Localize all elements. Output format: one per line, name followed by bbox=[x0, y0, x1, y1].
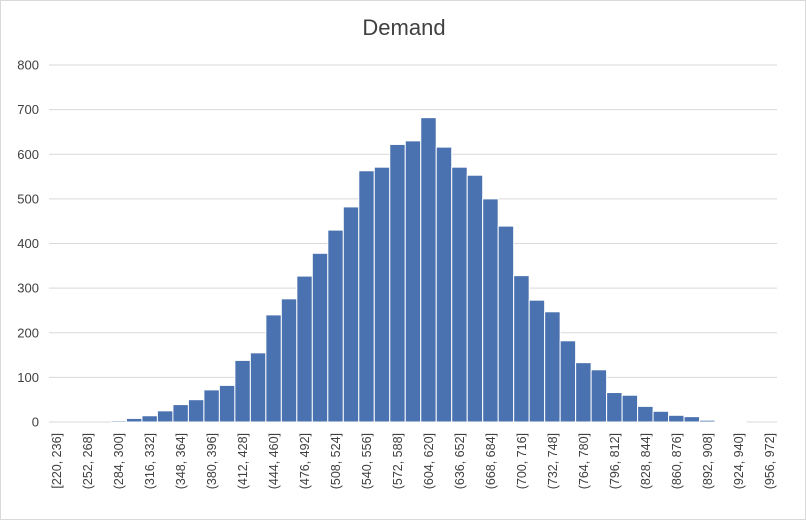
bar-11 bbox=[219, 385, 234, 422]
x-tick-label: (956, 972] bbox=[763, 433, 777, 489]
x-tick-label: (604, 620] bbox=[422, 433, 436, 489]
y-tick-label: 200 bbox=[17, 325, 39, 340]
bar-42 bbox=[700, 420, 715, 422]
bar-39 bbox=[653, 411, 668, 422]
x-tick-label: (764, 780] bbox=[577, 433, 591, 489]
x-tick-label: (540, 556] bbox=[360, 433, 374, 489]
y-tick-label: 400 bbox=[17, 236, 39, 251]
x-tick-label: (700, 716] bbox=[515, 433, 529, 489]
x-tick-label: (732, 748] bbox=[546, 433, 560, 489]
bars bbox=[111, 118, 746, 422]
x-tick-label: (284, 300] bbox=[112, 433, 126, 489]
x-tick-label: (924, 940] bbox=[732, 433, 746, 489]
bar-19 bbox=[343, 207, 358, 422]
bar-12 bbox=[235, 360, 250, 422]
bar-13 bbox=[250, 353, 265, 422]
y-tick-label: 800 bbox=[17, 58, 39, 73]
bar-17 bbox=[312, 253, 327, 422]
x-tick-label: (252, 268] bbox=[81, 433, 95, 489]
bar-28 bbox=[483, 199, 498, 422]
bar-22 bbox=[390, 144, 405, 422]
bar-32 bbox=[545, 312, 560, 422]
bar-29 bbox=[498, 226, 513, 422]
bar-33 bbox=[560, 341, 575, 422]
bar-10 bbox=[204, 390, 219, 422]
y-tick-label: 600 bbox=[17, 147, 39, 162]
x-tick-label: (796, 812] bbox=[608, 433, 622, 489]
x-tick-label: (636, 652] bbox=[453, 433, 467, 489]
bar-26 bbox=[452, 167, 467, 422]
bar-23 bbox=[405, 141, 420, 422]
bar-5 bbox=[126, 418, 141, 422]
y-tick-label: 500 bbox=[17, 191, 39, 206]
bar-20 bbox=[359, 171, 374, 422]
x-tick-label: (476, 492] bbox=[298, 433, 312, 489]
bar-21 bbox=[374, 167, 389, 422]
bar-37 bbox=[622, 395, 637, 422]
bar-35 bbox=[591, 370, 606, 422]
bar-7 bbox=[157, 411, 172, 422]
bar-41 bbox=[684, 417, 699, 422]
x-tick-label: (380, 396] bbox=[205, 433, 219, 489]
x-tick-label: (412, 428] bbox=[236, 433, 250, 489]
bar-24 bbox=[421, 118, 436, 422]
bar-31 bbox=[529, 300, 544, 422]
y-tick-label: 0 bbox=[32, 415, 39, 430]
x-tick-label: (828, 844] bbox=[639, 433, 653, 489]
x-tick-label: (668, 684] bbox=[484, 433, 498, 489]
x-tick-label: (508, 524] bbox=[329, 433, 343, 489]
y-tick-label: 300 bbox=[17, 281, 39, 296]
bar-18 bbox=[328, 230, 343, 422]
bar-30 bbox=[514, 276, 529, 422]
y-tick-label: 700 bbox=[17, 102, 39, 117]
bar-9 bbox=[188, 400, 203, 422]
y-tick-label: 100 bbox=[17, 370, 39, 385]
x-tick-label: (316, 332] bbox=[143, 433, 157, 489]
x-tick-label: (444, 460] bbox=[267, 433, 281, 489]
bar-8 bbox=[173, 405, 188, 422]
bar-15 bbox=[281, 299, 296, 422]
y-axis-ticks: 0 100 200 300 400 500 600 700 800 bbox=[17, 58, 39, 430]
bar-40 bbox=[669, 415, 684, 422]
x-tick-label: (348, 364] bbox=[174, 433, 188, 489]
x-axis-ticks: [220, 236] (252, 268] (284, 300] (316, 332]… bbox=[50, 433, 777, 489]
x-tick-label: (572, 588] bbox=[391, 433, 405, 489]
bar-6 bbox=[142, 416, 157, 422]
bar-34 bbox=[576, 363, 591, 422]
x-tick-label: (860, 876] bbox=[670, 433, 684, 489]
bar-36 bbox=[607, 393, 622, 422]
bar-25 bbox=[436, 147, 451, 422]
bar-14 bbox=[266, 315, 281, 422]
x-tick-label: [220, 236] bbox=[50, 433, 64, 489]
bar-4 bbox=[111, 421, 126, 422]
bar-27 bbox=[467, 175, 482, 422]
bar-38 bbox=[638, 406, 653, 422]
bar-16 bbox=[297, 276, 312, 422]
x-tick-label: (892, 908] bbox=[701, 433, 715, 489]
